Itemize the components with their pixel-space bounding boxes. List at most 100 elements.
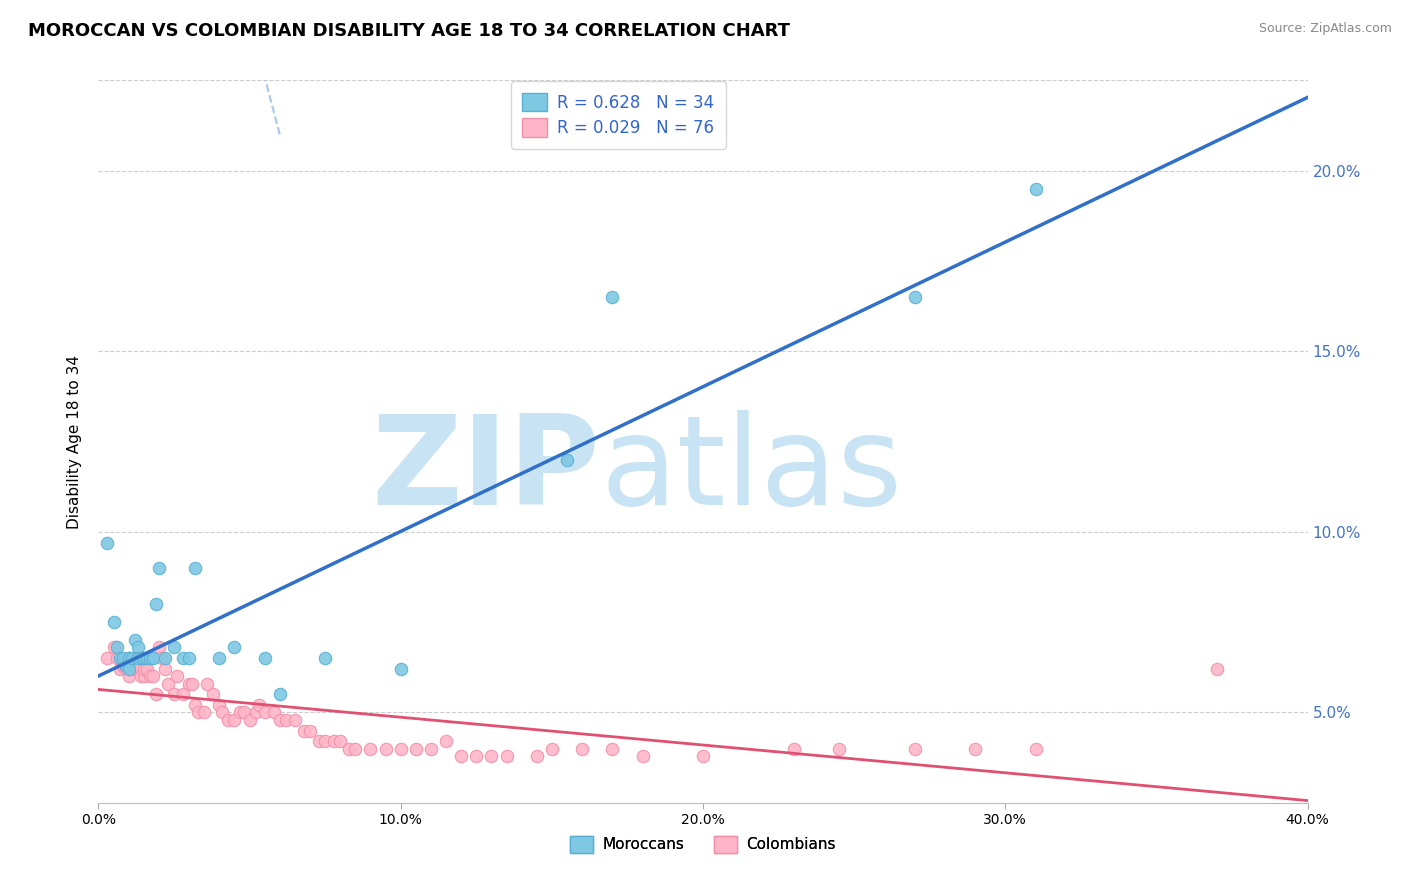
Point [118, 651, 141, 665]
Point [195, 676, 218, 690]
Point [239, 713, 262, 727]
Point [132, 669, 155, 683]
Point [166, 669, 188, 683]
Point [145, 597, 167, 611]
Point [263, 706, 285, 720]
Point [129, 669, 152, 683]
Point [103, 615, 125, 630]
Point [1024, 741, 1046, 756]
Point [337, 741, 360, 756]
Point [631, 748, 654, 763]
Point [692, 748, 714, 763]
Point [555, 452, 578, 467]
Point [571, 741, 593, 756]
Point [172, 651, 194, 665]
Point [127, 640, 149, 655]
Point [211, 706, 233, 720]
Point [145, 687, 167, 701]
Point [103, 640, 125, 655]
Point [132, 651, 155, 665]
Point [114, 662, 136, 676]
Point [360, 741, 382, 756]
Point [344, 741, 367, 756]
Point [121, 651, 143, 665]
Point [108, 651, 131, 665]
Point [108, 662, 131, 676]
Point [602, 741, 624, 756]
Point [172, 687, 194, 701]
Point [111, 658, 134, 673]
Point [111, 651, 134, 665]
Point [405, 741, 427, 756]
Point [148, 561, 170, 575]
Text: Source: ZipAtlas.com: Source: ZipAtlas.com [1258, 22, 1392, 36]
Point [1024, 181, 1046, 195]
Text: ZIP: ZIP [371, 410, 600, 531]
Point [284, 713, 307, 727]
Point [96, 535, 118, 549]
Point [118, 669, 141, 683]
Point [434, 734, 457, 748]
Point [208, 651, 231, 665]
Point [232, 706, 254, 720]
Point [308, 734, 330, 748]
Point [124, 633, 146, 648]
Point [153, 662, 176, 676]
Point [132, 662, 155, 676]
Point [292, 723, 315, 738]
Point [329, 734, 352, 748]
Point [96, 651, 118, 665]
Point [450, 748, 472, 763]
Point [181, 676, 204, 690]
Point [114, 658, 136, 673]
Point [314, 651, 336, 665]
Point [274, 713, 297, 727]
Point [602, 290, 624, 304]
Point [224, 640, 246, 655]
Point [783, 741, 806, 756]
Point [253, 706, 276, 720]
Point [828, 741, 851, 756]
Point [187, 706, 209, 720]
Point [163, 640, 186, 655]
Point [156, 676, 179, 690]
Point [118, 651, 141, 665]
Point [374, 741, 396, 756]
Point [965, 741, 987, 756]
Point [179, 651, 201, 665]
Point [150, 651, 173, 665]
Point [247, 698, 270, 713]
Point [540, 741, 562, 756]
Point [135, 651, 157, 665]
Point [323, 734, 346, 748]
Point [229, 706, 252, 720]
Y-axis label: Disability Age 18 to 34: Disability Age 18 to 34 [67, 354, 83, 529]
Text: MOROCCAN VS COLOMBIAN DISABILITY AGE 18 TO 34 CORRELATION CHART: MOROCCAN VS COLOMBIAN DISABILITY AGE 18 … [28, 22, 790, 40]
Point [184, 561, 207, 575]
Point [389, 662, 412, 676]
Point [142, 651, 165, 665]
Point [139, 651, 162, 665]
Point [389, 741, 412, 756]
Point [202, 687, 225, 701]
Point [481, 748, 503, 763]
Legend: Moroccans, Colombians: Moroccans, Colombians [562, 829, 844, 860]
Point [269, 713, 291, 727]
Point [208, 698, 231, 713]
Point [465, 748, 488, 763]
Point [217, 713, 239, 727]
Point [1206, 662, 1229, 676]
Point [129, 651, 152, 665]
Point [148, 640, 170, 655]
Point [124, 658, 146, 673]
Point [105, 640, 128, 655]
Point [105, 651, 128, 665]
Point [420, 741, 443, 756]
Point [253, 651, 276, 665]
Point [163, 687, 186, 701]
Point [193, 706, 215, 720]
Point [526, 748, 548, 763]
Point [904, 741, 927, 756]
Point [299, 723, 322, 738]
Point [904, 290, 927, 304]
